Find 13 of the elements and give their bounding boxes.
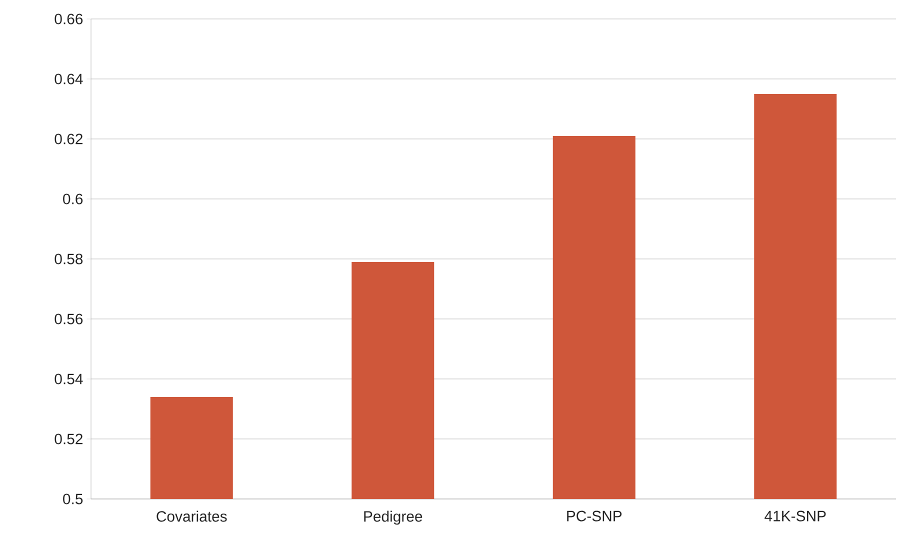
y-tick-label: 0.66: [54, 14, 83, 24]
x-tick-label: Pedigree: [364, 510, 422, 525]
y-tick-label: 0.56: [54, 314, 83, 324]
y-tick-label: 0.58: [54, 254, 83, 264]
y-tick-label: 0.54: [54, 374, 83, 384]
y-tick-label: 0.62: [54, 134, 82, 144]
x-tick-label: Covariates: [156, 510, 227, 522]
y-tick-label: 0.6: [63, 194, 83, 204]
y-tick-label: 0.5: [63, 494, 83, 504]
x-tick-label: 41K-SNP: [764, 510, 826, 522]
y-tick-label: 0.52: [54, 434, 82, 444]
y-tick-label: 0.64: [54, 74, 83, 84]
x-tick-label: PC-SNP: [567, 510, 622, 522]
